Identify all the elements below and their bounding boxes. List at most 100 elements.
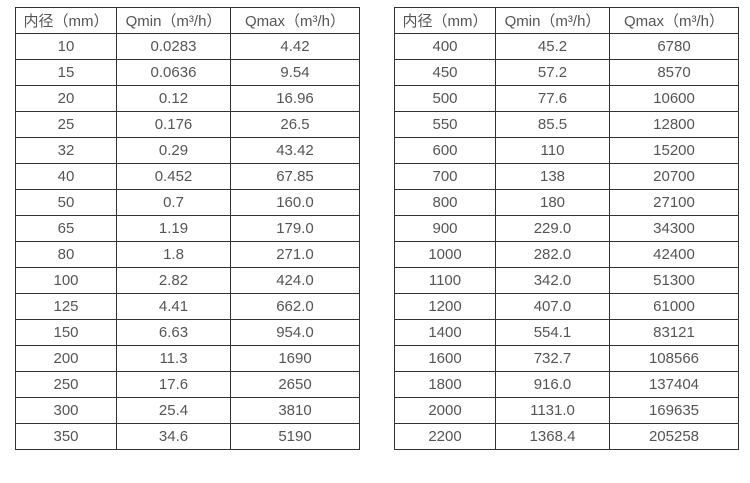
table-cell: 34300 (609, 215, 739, 242)
table-row: 40 0.452 67.85 (15, 163, 360, 190)
table-row: 200 11.3 1690 (15, 345, 360, 372)
table-cell: 27100 (609, 189, 739, 216)
table-cell: 15200 (609, 137, 739, 164)
table-row: 150 6.63 954.0 (15, 319, 360, 346)
column-header: Qmin（m³/h） (116, 7, 231, 34)
table-row: 125 4.41 662.0 (15, 293, 360, 320)
table-cell: 16.96 (230, 85, 360, 112)
flow-range-table-small-diameters: 内径（mm） Qmin（m³/h） Qmax（m³/h） 10 0.0283 4.42 15… (15, 7, 360, 450)
table-row: 10 0.0283 4.42 (15, 33, 360, 60)
table-cell: 110 (495, 137, 610, 164)
table-cell: 1.19 (116, 215, 231, 242)
table-cell: 0.0283 (116, 33, 231, 60)
table-cell: 83121 (609, 319, 739, 346)
table-cell: 57.2 (495, 59, 610, 86)
table-cell: 180 (495, 189, 610, 216)
header-row: 内径（mm） Qmin（m³/h） Qmax（m³/h） (15, 7, 360, 34)
table-cell: 1.8 (116, 241, 231, 268)
table-cell: 150 (15, 319, 117, 346)
table-row: 1000 282.0 42400 (394, 241, 739, 268)
table-row: 400 45.2 6780 (394, 33, 739, 60)
table-cell: 5190 (230, 423, 360, 450)
table-row: 700 138 20700 (394, 163, 739, 190)
table-cell: 77.6 (495, 85, 610, 112)
table-cell: 2000 (394, 397, 496, 424)
table-cell: 900 (394, 215, 496, 242)
table-cell: 125 (15, 293, 117, 320)
table-cell: 45.2 (495, 33, 610, 60)
table-cell: 40 (15, 163, 117, 190)
table-row: 600 110 15200 (394, 137, 739, 164)
table-cell: 0.0636 (116, 59, 231, 86)
table-cell: 407.0 (495, 293, 610, 320)
table-cell: 1100 (394, 267, 496, 294)
table-cell: 15 (15, 59, 117, 86)
table-cell: 26.5 (230, 111, 360, 138)
table-cell: 450 (394, 59, 496, 86)
table-row: 800 180 27100 (394, 189, 739, 216)
table-cell: 169635 (609, 397, 739, 424)
table-cell: 20 (15, 85, 117, 112)
table-cell: 2200 (394, 423, 496, 450)
table-row: 350 34.6 5190 (15, 423, 360, 450)
table-cell: 700 (394, 163, 496, 190)
table-cell: 1200 (394, 293, 496, 320)
table-cell: 65 (15, 215, 117, 242)
table-cell: 11.3 (116, 345, 231, 372)
table-cell: 0.7 (116, 189, 231, 216)
table-cell: 43.42 (230, 137, 360, 164)
header-row: 内径（mm） Qmin（m³/h） Qmax（m³/h） (394, 7, 739, 34)
table-cell: 137404 (609, 371, 739, 398)
table-row: 1400 554.1 83121 (394, 319, 739, 346)
table-cell: 250 (15, 371, 117, 398)
table-cell: 50 (15, 189, 117, 216)
column-header: 内径（mm） (394, 7, 496, 34)
table-cell: 85.5 (495, 111, 610, 138)
table-cell: 10 (15, 33, 117, 60)
table-row: 25 0.176 26.5 (15, 111, 360, 138)
table-cell: 25 (15, 111, 117, 138)
table-cell: 3810 (230, 397, 360, 424)
table-cell: 42400 (609, 241, 739, 268)
table-cell: 0.29 (116, 137, 231, 164)
table-cell: 51300 (609, 267, 739, 294)
table-cell: 0.452 (116, 163, 231, 190)
table-row: 1600 732.7 108566 (394, 345, 739, 372)
table-row: 100 2.82 424.0 (15, 267, 360, 294)
table-cell: 550 (394, 111, 496, 138)
table-cell: 8570 (609, 59, 739, 86)
table-cell: 34.6 (116, 423, 231, 450)
table-cell: 12800 (609, 111, 739, 138)
table-row: 2000 1131.0 169635 (394, 397, 739, 424)
table-cell: 200 (15, 345, 117, 372)
page: 内径（mm） Qmin（m³/h） Qmax（m³/h） 10 0.0283 4.42 15… (15, 7, 739, 450)
table-cell: 342.0 (495, 267, 610, 294)
table-cell: 4.42 (230, 33, 360, 60)
table-cell: 4.41 (116, 293, 231, 320)
table-cell: 80 (15, 241, 117, 268)
table-cell: 61000 (609, 293, 739, 320)
table-cell: 9.54 (230, 59, 360, 86)
table-cell: 6780 (609, 33, 739, 60)
table-row: 65 1.19 179.0 (15, 215, 360, 242)
table-row: 80 1.8 271.0 (15, 241, 360, 268)
table-cell: 205258 (609, 423, 739, 450)
column-header: Qmin（m³/h） (495, 7, 610, 34)
table-row: 300 25.4 3810 (15, 397, 360, 424)
table-cell: 179.0 (230, 215, 360, 242)
table-cell: 954.0 (230, 319, 360, 346)
table-cell: 2.82 (116, 267, 231, 294)
table-cell: 1000 (394, 241, 496, 268)
table-row: 1800 916.0 137404 (394, 371, 739, 398)
table-cell: 732.7 (495, 345, 610, 372)
table-cell: 554.1 (495, 319, 610, 346)
table-row: 20 0.12 16.96 (15, 85, 360, 112)
table-cell: 916.0 (495, 371, 610, 398)
table-cell: 138 (495, 163, 610, 190)
table-cell: 300 (15, 397, 117, 424)
table-cell: 160.0 (230, 189, 360, 216)
table-cell: 1131.0 (495, 397, 610, 424)
table-cell: 0.176 (116, 111, 231, 138)
table-cell: 17.6 (116, 371, 231, 398)
table-cell: 229.0 (495, 215, 610, 242)
